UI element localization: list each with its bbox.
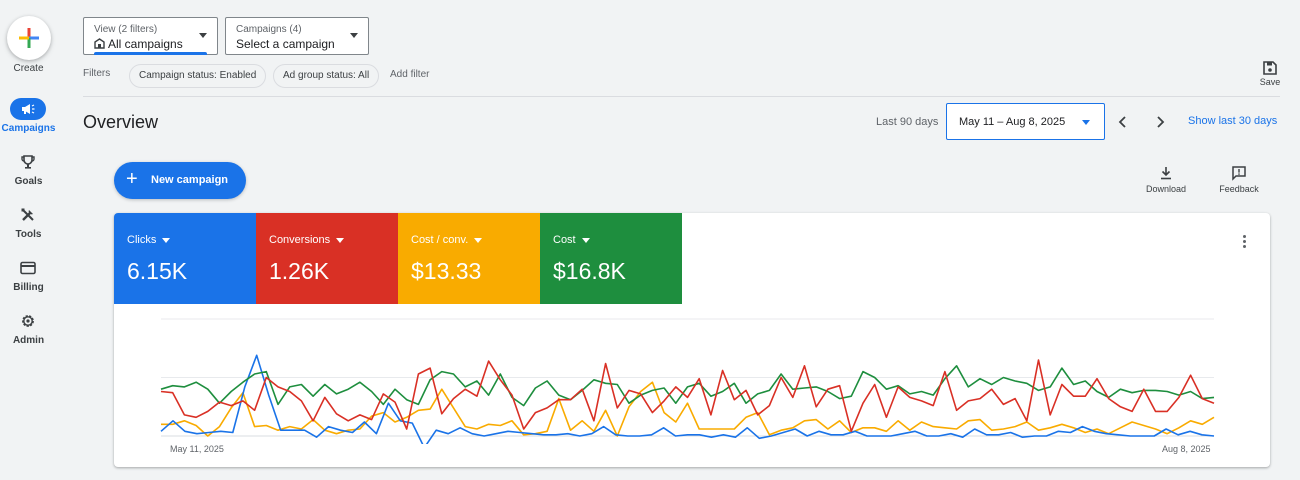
chevron-left-icon — [1118, 116, 1126, 128]
gear-icon — [16, 310, 40, 332]
create-button[interactable] — [7, 16, 51, 60]
plus-icon: + — [126, 168, 138, 190]
metric-value: $13.33 — [411, 258, 482, 284]
building-icon — [94, 38, 105, 49]
new-campaign-button[interactable]: + New campaign — [114, 162, 246, 199]
download-button[interactable]: Download — [1143, 165, 1189, 194]
filter-chip-campaign-status[interactable]: Campaign status: Enabled — [129, 64, 267, 88]
metric-value: 1.26K — [269, 258, 330, 284]
sidebar-item-campaigns[interactable]: Campaigns — [0, 98, 57, 144]
sidebar-item-goals[interactable]: Goals — [0, 151, 57, 197]
filters-label: Filters — [83, 68, 111, 79]
save-button[interactable]: Save — [1255, 60, 1285, 87]
chevron-down-icon — [1082, 120, 1090, 125]
metric-name: Clicks — [127, 234, 171, 246]
metric-name: Cost / conv. — [411, 234, 483, 246]
header-divider — [83, 96, 1280, 97]
sidebar-item-label: Billing — [13, 282, 44, 293]
next-period-button[interactable] — [1151, 113, 1169, 131]
tools-icon — [16, 204, 40, 226]
view-selector-value: All campaigns — [94, 37, 183, 51]
selector-underline — [94, 52, 207, 55]
series-line-cost-conv — [161, 381, 1215, 437]
date-preset-label: Last 90 days — [876, 116, 939, 128]
series-line-conversions — [160, 359, 1215, 433]
chevron-down-icon — [162, 237, 171, 243]
page-title: Overview — [83, 112, 159, 132]
feedback-icon — [1232, 166, 1246, 181]
previous-period-button[interactable] — [1114, 113, 1132, 131]
metric-value: 6.15K — [127, 258, 188, 284]
sidebar-item-tools[interactable]: Tools — [0, 204, 57, 250]
performance-chart — [160, 318, 1215, 444]
save-icon — [1263, 61, 1277, 75]
left-nav: Create Campaigns Goals — [0, 0, 57, 480]
view-selector-count: View (2 filters) — [94, 24, 158, 35]
chevron-down-icon — [474, 237, 483, 243]
plus-icon — [19, 28, 39, 48]
sidebar-item-billing[interactable]: Billing — [0, 257, 57, 303]
metric-name: Conversions — [269, 234, 345, 246]
campaign-selector-value: Select a campaign — [236, 37, 335, 51]
megaphone-icon — [10, 98, 46, 120]
show-last-30-days-link[interactable]: Show last 30 days — [1188, 115, 1278, 127]
metric-conversions[interactable]: Conversions 1.26K — [256, 213, 398, 304]
sidebar-item-label: Goals — [14, 176, 43, 187]
metric-name: Cost — [553, 234, 590, 246]
create-label: Create — [13, 63, 44, 74]
sidebar-item-label: Campaigns — [1, 123, 56, 134]
credit-card-icon — [16, 257, 40, 279]
chevron-right-icon — [1157, 116, 1165, 128]
series-line-clicks — [160, 354, 1215, 444]
save-label: Save — [1259, 77, 1281, 87]
view-selector[interactable]: View (2 filters) All campaigns — [83, 17, 218, 55]
new-campaign-label: New campaign — [151, 174, 229, 186]
metric-value: $16.8K — [553, 258, 626, 284]
x-axis-start-label: May 11, 2025 — [170, 444, 224, 454]
chevron-down-icon — [350, 33, 358, 38]
add-filter-link[interactable]: Add filter — [390, 69, 430, 80]
chevron-down-icon — [199, 33, 207, 38]
date-range-picker[interactable]: May 11 – Aug 8, 2025 — [946, 103, 1105, 140]
more-options-icon[interactable] — [1238, 233, 1250, 251]
metric-cost[interactable]: Cost $16.8K — [540, 213, 682, 304]
metric-cost-per-conv[interactable]: Cost / conv. $13.33 — [398, 213, 540, 304]
chevron-down-icon — [581, 237, 590, 243]
sidebar-item-admin[interactable]: Admin — [0, 310, 57, 356]
download-icon — [1161, 167, 1171, 180]
series-line-cost — [160, 364, 1215, 407]
sidebar-item-label: Tools — [15, 229, 42, 240]
date-range-value: May 11 – Aug 8, 2025 — [959, 116, 1066, 128]
overview-card: Clicks 6.15K Conversions 1.26K Cost / co… — [114, 213, 1270, 467]
filter-chip-ad-group-status[interactable]: Ad group status: All — [273, 64, 380, 88]
campaign-selector[interactable]: Campaigns (4) Select a campaign — [225, 17, 369, 55]
trophy-icon — [16, 151, 40, 173]
x-axis-end-label: Aug 8, 2025 — [1162, 444, 1211, 454]
feedback-label: Feedback — [1219, 184, 1259, 194]
campaign-selector-count: Campaigns (4) — [236, 24, 302, 35]
download-label: Download — [1145, 184, 1187, 194]
chevron-down-icon — [336, 237, 345, 243]
sidebar-item-label: Admin — [12, 335, 45, 346]
feedback-button[interactable]: Feedback — [1216, 165, 1262, 194]
metric-clicks[interactable]: Clicks 6.15K — [114, 213, 256, 304]
